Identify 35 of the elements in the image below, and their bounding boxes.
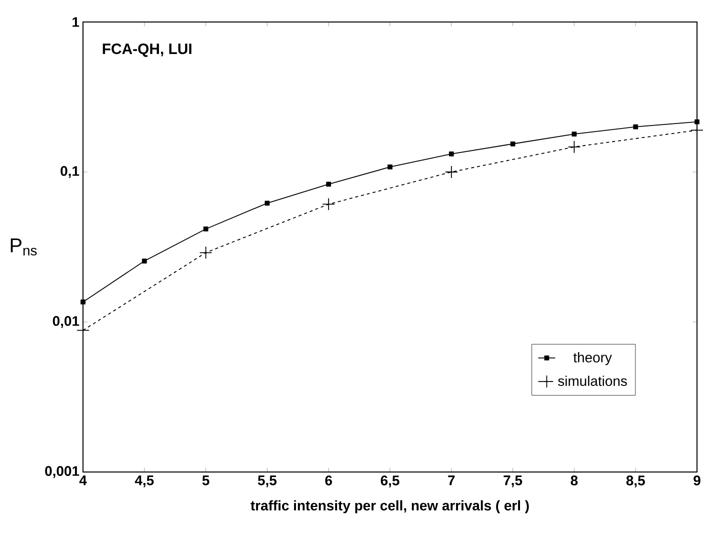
point [203,226,208,232]
legend-label: theory [573,352,612,366]
y-tick-label: 0,01 [52,316,80,328]
x-tick-label: 4,5 [134,476,154,488]
point [572,132,577,137]
x-tick-label: 6,5 [380,476,400,488]
point [633,124,638,130]
x-tick-label: 9 [694,476,700,486]
point [264,200,270,206]
point [388,164,392,170]
x-tick-label: 5,5 [258,476,277,488]
annotation: FCA-QH, LUI [102,44,192,57]
point [694,119,700,124]
point [444,166,458,178]
point [568,140,581,154]
point [326,182,332,187]
x-axis-title: traffic intensity per cell, new arrivals ( erl ) [250,500,529,514]
point [448,151,454,156]
point [510,141,516,146]
y-tick-label: 0,001 [45,466,80,478]
y-axis-title: P$_{ns}$ [10,238,37,256]
point [80,300,86,304]
x-tick-label: 6 [325,476,332,486]
x-tick-label: 4 [79,476,87,486]
x-tick-label: 5 [202,476,210,486]
x-tick-label: 8 [570,476,578,486]
x-tick-label: 8,5 [626,476,645,488]
legend-label: simulations [558,376,627,386]
point [142,258,147,264]
x-tick-label: 7 [448,476,455,486]
y-tick-label: 1 [72,17,80,27]
y-tick-label: 0,1 [60,166,80,178]
x-tick-label: 7,5 [504,476,522,488]
point [322,198,336,211]
point [199,246,212,260]
